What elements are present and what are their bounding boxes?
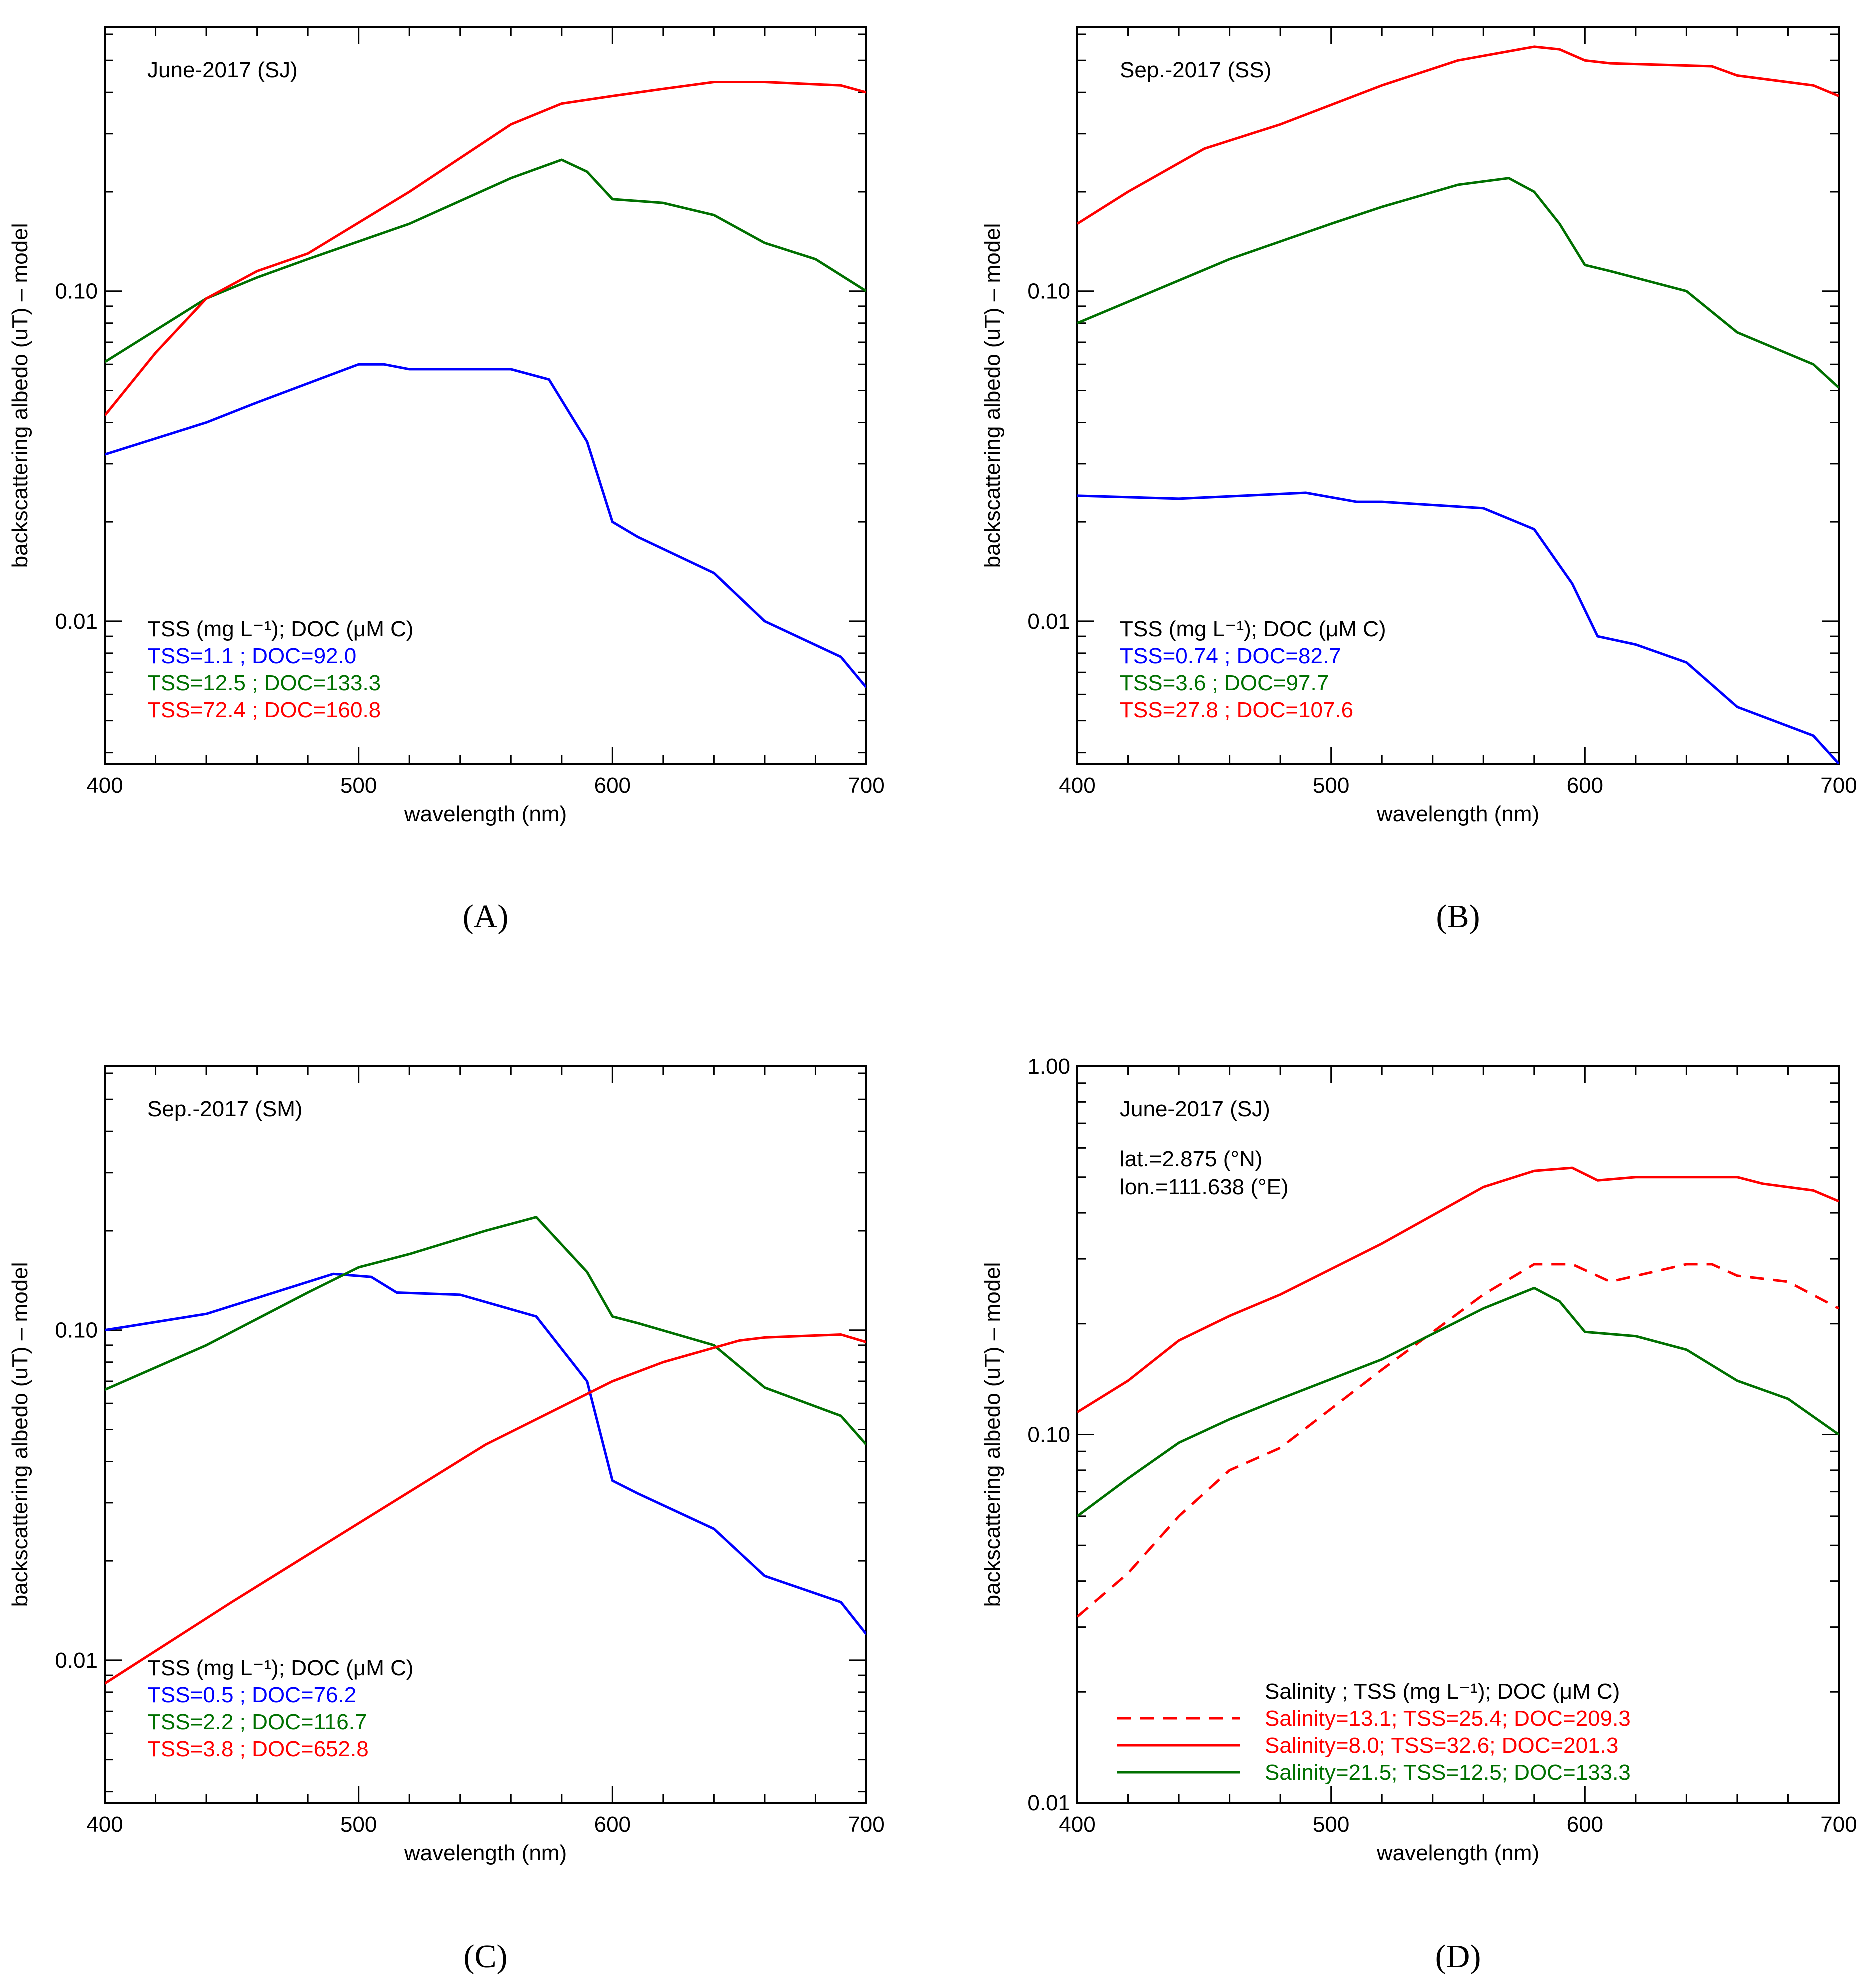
chart-panel-a: 400 500 600 700 0.01 0.10 wavelength (nm) backs… — [8, 26, 885, 935]
chart-panel-b: 400 500 600 700 0.01 0.10 wavelength (nm) backs… — [980, 26, 1858, 935]
x-tick-label: 600 — [1567, 1812, 1604, 1837]
y-tick-label: 0.01 — [1028, 1791, 1070, 1815]
chart-panel-d: 400 500 600 700 0.01 0.10 1.00 wavelength (nm) b… — [980, 1054, 1858, 1975]
x-tick-label: 700 — [1820, 773, 1857, 798]
x-tick-label: 700 — [848, 773, 884, 798]
y-axis-label: backscattering albedo (uT) – model — [8, 1262, 32, 1607]
series-line-3 — [105, 1333, 866, 1685]
x-axis-label: wavelength (nm) — [1376, 1841, 1540, 1865]
series-line-3 — [1078, 1286, 1839, 1517]
panel-label: (C) — [464, 1938, 508, 1975]
plot-frame — [104, 1065, 868, 1804]
series-line-1 — [105, 1272, 866, 1635]
series-line-1 — [1078, 1263, 1839, 1618]
legend-entry: TSS=72.4 ; DOC=160.8 — [148, 698, 381, 722]
y-tick-label: 0.10 — [55, 279, 98, 304]
plot-frame — [1076, 26, 1840, 765]
x-tick-label: 500 — [1313, 773, 1350, 798]
y-tick-label: 0.01 — [55, 1648, 98, 1673]
series-line-2 — [1078, 177, 1839, 389]
chart-title: Sep.-2017 (SS) — [1120, 58, 1272, 82]
y-axis-label: backscattering albedo (uT) – model — [980, 1262, 1005, 1607]
chart-title: Sep.-2017 (SM) — [148, 1097, 303, 1121]
series-line-3 — [1078, 45, 1839, 225]
panel-label: (A) — [463, 898, 509, 935]
y-tick-label: 0.01 — [1028, 609, 1070, 634]
y-tick-label: 0.10 — [1028, 1423, 1070, 1447]
series-lines — [1078, 1166, 1839, 1618]
y-tick-label: 1.00 — [1028, 1054, 1070, 1079]
x-tick-label: 400 — [1059, 773, 1096, 798]
legend-header: Salinity ; TSS (mg L⁻¹); DOC (μM C) — [1265, 1679, 1620, 1704]
x-tick-label: 600 — [1567, 773, 1604, 798]
y-axis-label: backscattering albedo (uT) – model — [980, 223, 1005, 568]
x-tick-label: 600 — [594, 773, 631, 798]
series-line-2 — [105, 158, 866, 363]
x-axis-label: wavelength (nm) — [404, 1841, 567, 1865]
series-line-2 — [1078, 1166, 1839, 1413]
x-tick-label: 700 — [1820, 1812, 1857, 1837]
y-tick-label: 0.10 — [55, 1318, 98, 1343]
chart-title: June-2017 (SJ) — [148, 58, 298, 82]
y-tick-label: 0.10 — [1028, 279, 1070, 304]
legend-entry: TSS=27.8 ; DOC=107.6 — [1120, 698, 1354, 722]
x-tick-label: 400 — [1059, 1812, 1096, 1837]
chart-panel-c: 400 500 600 700 0.01 0.10 wavelength (nm) backs… — [8, 1065, 885, 1975]
legend-entry: TSS=3.8 ; DOC=652.8 — [148, 1737, 369, 1761]
legend-entry: TSS=12.5 ; DOC=133.3 — [148, 671, 381, 695]
y-tick-label: 0.01 — [55, 609, 98, 634]
x-tick-label: 700 — [848, 1812, 884, 1837]
series-line-3 — [105, 81, 866, 417]
series-line-2 — [105, 1216, 866, 1446]
series-line-1 — [1078, 491, 1839, 764]
legend-entry: Salinity=13.1; TSS=25.4; DOC=209.3 — [1265, 1706, 1631, 1731]
legend-entry: TSS=2.2 ; DOC=116.7 — [148, 1710, 367, 1734]
chart-annotation: lon.=111.638 (°E) — [1120, 1175, 1289, 1199]
x-axis-label: wavelength (nm) — [404, 802, 567, 826]
series-lines — [1078, 45, 1839, 764]
legend-entry: TSS=0.74 ; DOC=82.7 — [1120, 644, 1342, 668]
legend-entry: TSS=1.1 ; DOC=92.0 — [148, 644, 356, 668]
panel-label: (B) — [1436, 898, 1480, 935]
legend-header: TSS (mg L⁻¹); DOC (μM C) — [1120, 617, 1386, 641]
chart-title: June-2017 (SJ) — [1120, 1097, 1270, 1121]
series-lines — [105, 81, 866, 688]
x-tick-label: 400 — [86, 1812, 123, 1837]
series-lines — [105, 1216, 866, 1685]
legend-header: TSS (mg L⁻¹); DOC (μM C) — [148, 617, 414, 641]
chart-annotation: lat.=2.875 (°N) — [1120, 1147, 1262, 1171]
x-tick-label: 600 — [594, 1812, 631, 1837]
legend-entry: TSS=3.6 ; DOC=97.7 — [1120, 671, 1329, 695]
x-axis-label: wavelength (nm) — [1376, 802, 1540, 826]
legend-header: TSS (mg L⁻¹); DOC (μM C) — [148, 1656, 414, 1680]
x-tick-label: 500 — [340, 1812, 377, 1837]
plot-frame — [104, 26, 868, 765]
x-tick-label: 500 — [340, 773, 377, 798]
legend-entry: Salinity=21.5; TSS=12.5; DOC=133.3 — [1265, 1760, 1631, 1785]
legend-entry: Salinity=8.0; TSS=32.6; DOC=201.3 — [1265, 1733, 1618, 1758]
x-tick-label: 400 — [86, 773, 123, 798]
panel-label: (D) — [1436, 1938, 1482, 1975]
x-tick-label: 500 — [1313, 1812, 1350, 1837]
series-line-1 — [105, 363, 866, 688]
y-axis-label: backscattering albedo (uT) – model — [8, 223, 32, 568]
legend-entry: TSS=0.5 ; DOC=76.2 — [148, 1683, 356, 1707]
